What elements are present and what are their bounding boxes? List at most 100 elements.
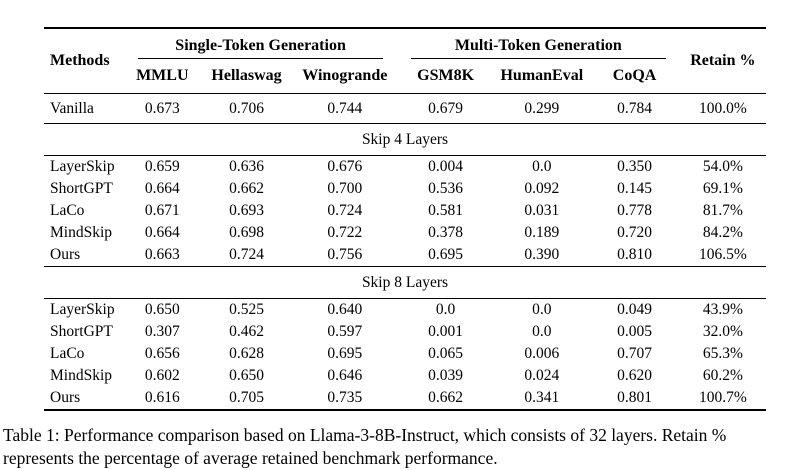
value-cell: 0.092 <box>524 180 560 197</box>
value-cell: 0.006 <box>524 345 560 362</box>
value-cell: 0.679 <box>428 99 464 117</box>
column-header-gsm8k: GSM8K <box>396 59 495 94</box>
value-cell: 0.801 <box>617 389 653 406</box>
value-cell: 0.671 <box>144 202 180 219</box>
method-name: LaCo <box>50 202 85 219</box>
value-cell: 0.706 <box>229 99 264 117</box>
value-cell: 0.695 <box>428 246 464 263</box>
value-cell: 0.602 <box>144 367 180 384</box>
value-cell: 0.720 <box>617 224 653 241</box>
results-table: Methods Single-Token Generation Multi-To… <box>44 27 766 411</box>
value-cell: 54.0% <box>702 158 743 175</box>
value-cell: 0.636 <box>229 158 264 175</box>
value-cell: 0.005 <box>617 323 653 340</box>
value-cell: 0.663 <box>144 246 180 263</box>
value-cell: 32.0% <box>702 323 743 340</box>
value-cell: 0.031 <box>524 202 560 219</box>
value-cell: 100.0% <box>698 99 747 117</box>
value-cell: 0.659 <box>144 158 180 175</box>
table-row-mindskip: MindSkip 0.602 0.650 0.646 0.039 0.024 0… <box>44 365 766 387</box>
value-cell: 0.0 <box>532 158 552 175</box>
value-cell: 100.7% <box>698 389 747 406</box>
value-cell: 0.695 <box>327 345 363 362</box>
value-cell: 0.307 <box>144 323 180 340</box>
value-cell: 0.378 <box>428 224 464 241</box>
single-token-group-label: Single-Token Generation <box>138 37 383 59</box>
value-cell: 0.693 <box>229 202 264 219</box>
value-cell: 0.662 <box>229 180 264 197</box>
column-header-mmlu: MMLU <box>124 59 201 94</box>
method-name: Ours <box>50 246 81 263</box>
value-cell: 65.3% <box>702 345 743 362</box>
column-header-humaneval: HumanEval <box>494 59 590 94</box>
value-cell: 0.536 <box>428 180 464 197</box>
value-cell: 0.650 <box>144 301 180 318</box>
value-cell: 43.9% <box>702 301 743 318</box>
column-header-winogrande: Winogrande <box>292 59 397 94</box>
value-cell: 0.145 <box>617 180 653 197</box>
value-cell: 0.724 <box>229 246 264 263</box>
value-cell: 0.650 <box>229 367 264 384</box>
value-cell: 0.049 <box>617 301 653 318</box>
value-cell: 0.676 <box>327 158 363 175</box>
value-cell: 0.707 <box>617 345 653 362</box>
table-body: Vanilla 0.673 0.706 0.744 0.679 0.299 0.… <box>44 94 766 411</box>
methods-column-header: Methods <box>44 28 125 94</box>
value-cell: 0.722 <box>327 224 363 241</box>
table-row-layerskip: LayerSkip 0.650 0.525 0.640 0.0 0.0 0.04… <box>44 299 766 322</box>
value-cell: 0.525 <box>229 301 264 318</box>
table-row-shortgpt: ShortGPT 0.664 0.662 0.700 0.536 0.092 0… <box>44 178 766 200</box>
value-cell: 0.810 <box>617 246 653 263</box>
value-cell: 0.620 <box>617 367 653 384</box>
benchmark-header-row: MMLU Hellaswag Winogrande GSM8K HumanEva… <box>44 59 766 94</box>
value-cell: 106.5% <box>698 246 747 263</box>
value-cell: 0.581 <box>428 202 464 219</box>
value-cell: 0.705 <box>229 389 264 406</box>
value-cell: 0.778 <box>617 202 653 219</box>
method-name: LayerSkip <box>50 301 115 318</box>
table-row-layerskip: LayerSkip 0.659 0.636 0.676 0.004 0.0 0.… <box>44 156 766 179</box>
section-title: Skip 4 Layers <box>44 123 766 156</box>
value-cell: 0.616 <box>144 389 180 406</box>
value-cell: 0.744 <box>327 99 363 117</box>
value-cell: 0.628 <box>229 345 264 362</box>
value-cell: 0.341 <box>524 389 560 406</box>
value-cell: 0.698 <box>229 224 264 241</box>
value-cell: 81.7% <box>702 202 743 219</box>
table-row-ours: Ours 0.663 0.724 0.756 0.695 0.390 0.810… <box>44 244 766 267</box>
column-header-hellaswag: Hellaswag <box>200 59 293 94</box>
value-cell: 0.024 <box>524 367 560 384</box>
value-cell: 0.350 <box>617 158 653 175</box>
value-cell: 0.784 <box>617 99 653 117</box>
value-cell: 0.656 <box>144 345 180 362</box>
value-cell: 0.673 <box>144 99 180 117</box>
table-row-laco: LaCo 0.671 0.693 0.724 0.581 0.031 0.778… <box>44 200 766 222</box>
value-cell: 60.2% <box>702 367 743 384</box>
table-row-mindskip: MindSkip 0.664 0.698 0.722 0.378 0.189 0… <box>44 222 766 244</box>
method-name: LayerSkip <box>50 158 115 175</box>
table-row-shortgpt: ShortGPT 0.307 0.462 0.597 0.001 0.0 0.0… <box>44 321 766 343</box>
section-title: Skip 8 Layers <box>44 266 766 299</box>
value-cell: 0.462 <box>229 323 264 340</box>
method-name: Ours <box>50 389 81 406</box>
section-header-skip-8-layers: Skip 8 Layers <box>44 266 766 299</box>
value-cell: 0.0 <box>532 301 552 318</box>
value-cell: 0.700 <box>327 180 363 197</box>
method-name: LaCo <box>50 345 85 362</box>
value-cell: 0.065 <box>428 345 464 362</box>
column-header-coqa: CoQA <box>589 59 680 94</box>
table-row-vanilla: Vanilla 0.673 0.706 0.744 0.679 0.299 0.… <box>44 94 766 124</box>
table-header: Methods Single-Token Generation Multi-To… <box>44 28 766 94</box>
method-name: MindSkip <box>50 367 113 384</box>
multi-token-group-header: Multi-Token Generation <box>397 28 680 59</box>
value-cell: 0.597 <box>327 323 363 340</box>
value-cell: 0.735 <box>327 389 363 406</box>
method-name: Vanilla <box>50 99 94 117</box>
value-cell: 69.1% <box>702 180 743 197</box>
method-name: MindSkip <box>50 224 113 241</box>
section-header-skip-4-layers: Skip 4 Layers <box>44 123 766 156</box>
multi-token-group-label: Multi-Token Generation <box>410 37 666 59</box>
value-cell: 0.640 <box>327 301 363 318</box>
value-cell: 0.0 <box>435 301 456 318</box>
